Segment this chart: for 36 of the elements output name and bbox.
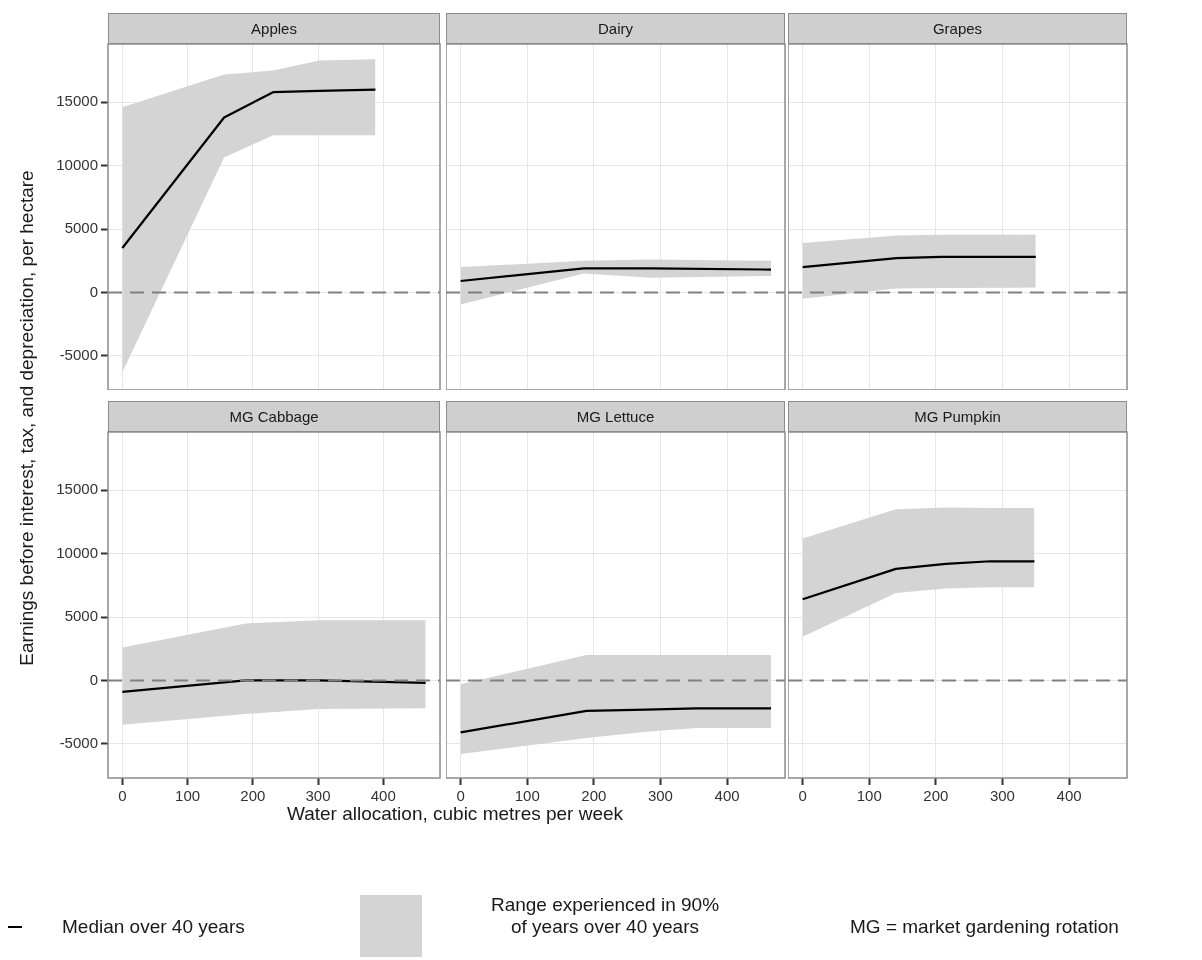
text: MG = market gardening rotation: [850, 916, 1119, 938]
x-tick-label: 0: [798, 787, 807, 805]
y-tick-label: 0: [89, 282, 98, 300]
x-tick-label: 100: [856, 787, 882, 805]
x-tick-label: 400: [370, 787, 396, 805]
x-tick-label: 400: [714, 787, 740, 805]
x-tick-label: 100: [175, 787, 201, 805]
y-tick-label: -5000: [59, 345, 98, 363]
x-tick-label: 300: [305, 787, 331, 805]
x-tick-label: 200: [581, 787, 607, 805]
y-tick-label: 5000: [64, 219, 98, 237]
text: Range experienced in 90% of years over 40 years: [490, 894, 720, 938]
y-tick-label: 0: [89, 670, 98, 688]
chart-title: Apples: [108, 13, 440, 44]
chart-title: MG Cabbage: [108, 401, 440, 432]
y-tick-label: 5000: [64, 607, 98, 625]
chart-title: MG Lettuce: [446, 401, 785, 432]
x-tick-label: 0: [118, 787, 127, 805]
x-tick-label: 200: [240, 787, 266, 805]
x-tick-label: 200: [923, 787, 949, 805]
y-tick-label: 10000: [56, 155, 98, 173]
y-tick-label: 15000: [56, 480, 98, 498]
y-tick-label: 10000: [56, 543, 98, 561]
x-tick-label: 100: [514, 787, 540, 805]
x-tick-label: 400: [1056, 787, 1082, 805]
x-tick-label: 0: [456, 787, 465, 805]
y-tick-label: 15000: [56, 92, 98, 110]
chart-title: Dairy: [446, 13, 785, 44]
x-tick-label: 300: [647, 787, 673, 805]
x-axis-title: Water allocation, cubic metres per week: [286, 803, 624, 825]
legend-label: Median over 40 years: [61, 916, 245, 938]
chart-title: Grapes: [788, 13, 1127, 44]
y-axis-title: Earnings before interest, tax, and depreciation, per hectare: [16, 170, 38, 666]
chart-title: MG Pumpkin: [788, 401, 1127, 432]
x-tick-label: 300: [989, 787, 1015, 805]
y-tick-label: -5000: [59, 733, 98, 751]
